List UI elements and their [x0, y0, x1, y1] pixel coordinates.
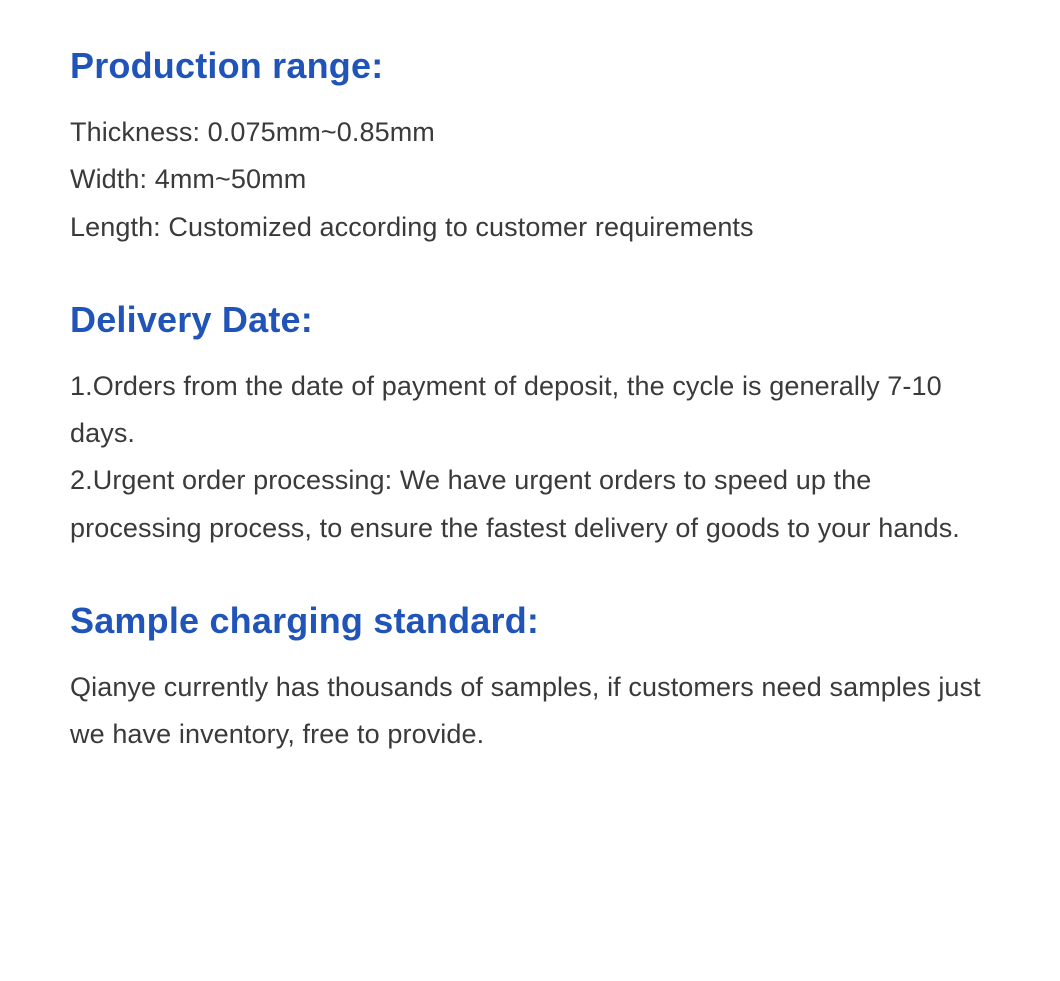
delivery-date-section: Delivery Date: 1.Orders from the date of…	[70, 299, 990, 552]
production-range-thickness: Thickness: 0.075mm~0.85mm	[70, 109, 990, 156]
sample-charging-body: Qianye currently has thousands of sample…	[70, 664, 990, 759]
production-range-heading: Production range:	[70, 45, 990, 87]
sample-charging-heading: Sample charging standard:	[70, 600, 990, 642]
production-range-length: Length: Customized according to customer…	[70, 204, 990, 251]
production-range-width: Width: 4mm~50mm	[70, 156, 990, 203]
production-range-section: Production range: Thickness: 0.075mm~0.8…	[70, 45, 990, 251]
delivery-date-heading: Delivery Date:	[70, 299, 990, 341]
production-range-body: Thickness: 0.075mm~0.85mm Width: 4mm~50m…	[70, 109, 990, 251]
sample-charging-section: Sample charging standard: Qianye current…	[70, 600, 990, 759]
delivery-date-body: 1.Orders from the date of payment of dep…	[70, 363, 990, 552]
